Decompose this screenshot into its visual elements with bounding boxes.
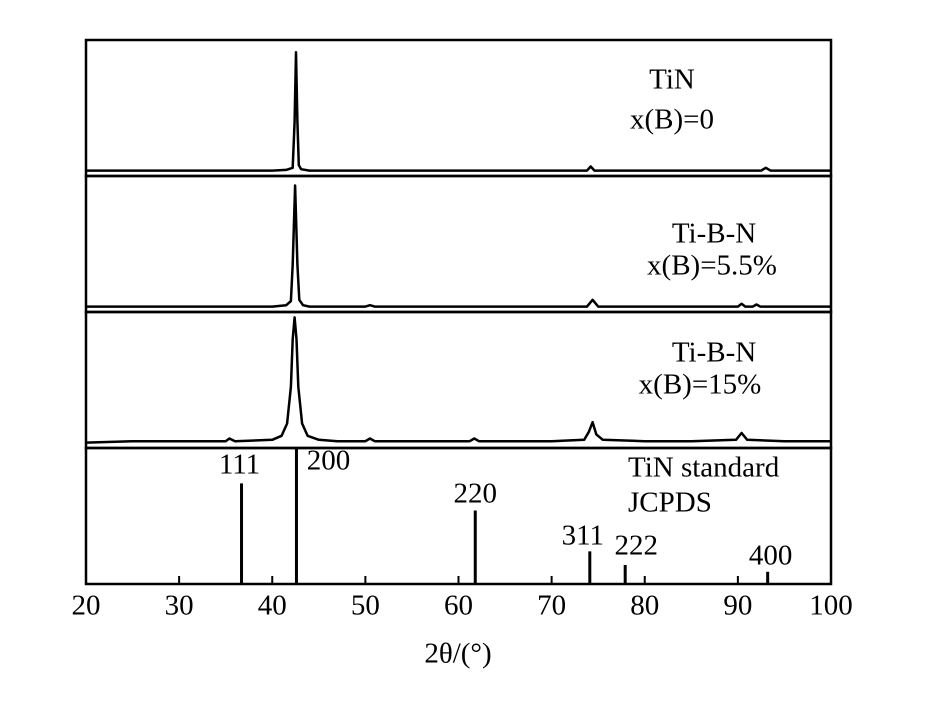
panel-label: TiN <box>649 64 695 96</box>
panel-label: Ti-B-N <box>672 337 756 369</box>
x-tick-label: 60 <box>444 590 473 622</box>
panel-label: x(B)=15% <box>639 369 762 401</box>
panel-label: x(B)=0 <box>630 104 714 136</box>
x-tick-label: 100 <box>809 590 853 622</box>
x-tick-label: 90 <box>723 590 752 622</box>
peak-label: 311 <box>562 520 604 552</box>
xrd-curve <box>86 50 831 172</box>
x-tick-label: 30 <box>165 590 194 622</box>
x-axis-label: 2θ/(°) <box>424 638 491 670</box>
xrd-curve <box>85 316 831 444</box>
x-tick-label: 80 <box>630 590 659 622</box>
panel-frame <box>84 38 833 178</box>
panel-label: JCPDS <box>628 487 712 519</box>
peak-label: 200 <box>307 445 351 477</box>
peak-label: 400 <box>749 540 793 572</box>
panel-label: TiN standard <box>628 452 780 484</box>
xrd-curve <box>86 184 831 308</box>
panel-label: x(B)=5.5% <box>647 250 777 282</box>
x-tick-label: 70 <box>537 590 566 622</box>
panel-label: Ti-B-N <box>672 218 756 250</box>
x-tick-label: 20 <box>72 590 101 622</box>
x-tick-label: 40 <box>258 590 287 622</box>
peak-label: 111 <box>219 449 260 481</box>
peak-label: 220 <box>454 478 498 510</box>
peak-label: 222 <box>614 530 658 562</box>
x-tick-label: 50 <box>351 590 380 622</box>
